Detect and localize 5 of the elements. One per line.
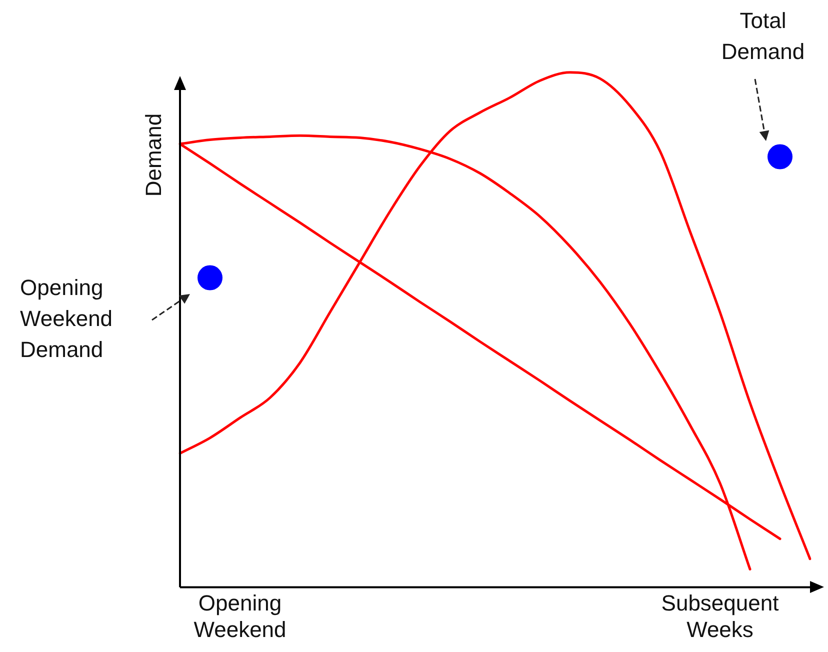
text: Total Demand [721, 8, 805, 64]
x-tick-label: Subsequent Weeks [661, 590, 779, 642]
y-axis-title: Demand [141, 113, 166, 197]
text: Opening Weekend Demand [20, 274, 113, 362]
x-tick-label: Opening Weekend [194, 590, 286, 642]
